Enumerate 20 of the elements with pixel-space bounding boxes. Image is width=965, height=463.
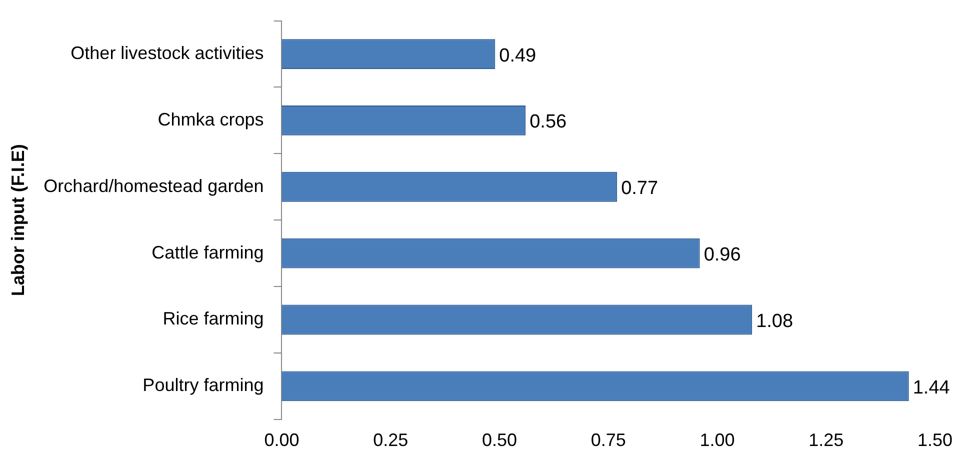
x-tick-label: 0.50 — [482, 430, 518, 450]
data-label: 1.08 — [756, 310, 794, 332]
y-axis-title: Labor input (F.I.E) — [8, 144, 28, 296]
data-label: 0.96 — [704, 244, 741, 266]
x-tick-label: 0.75 — [590, 430, 626, 450]
data-label: 0.49 — [499, 45, 536, 66]
x-tick-label: 0.25 — [373, 430, 408, 450]
y-tick-label: Chmka crops — [158, 109, 264, 130]
x-tick-label: 1.25 — [808, 430, 844, 450]
x-tick-label: 1.00 — [700, 430, 735, 450]
y-tick-label: Poultry farming — [142, 375, 264, 396]
data-label: 0.77 — [621, 178, 658, 200]
y-tick-label: Orchard/homestead garden — [44, 176, 264, 196]
x-tick-label: 0.00 — [264, 430, 300, 450]
x-tick-label: 1.50 — [917, 430, 953, 450]
y-tick-label: Cattle farming — [152, 242, 264, 262]
data-label: 1.44 — [912, 377, 950, 398]
y-tick-label: Other livestock activities — [70, 42, 264, 63]
y-tick-label: Rice farming — [162, 308, 264, 329]
data-label: 0.56 — [530, 112, 567, 133]
